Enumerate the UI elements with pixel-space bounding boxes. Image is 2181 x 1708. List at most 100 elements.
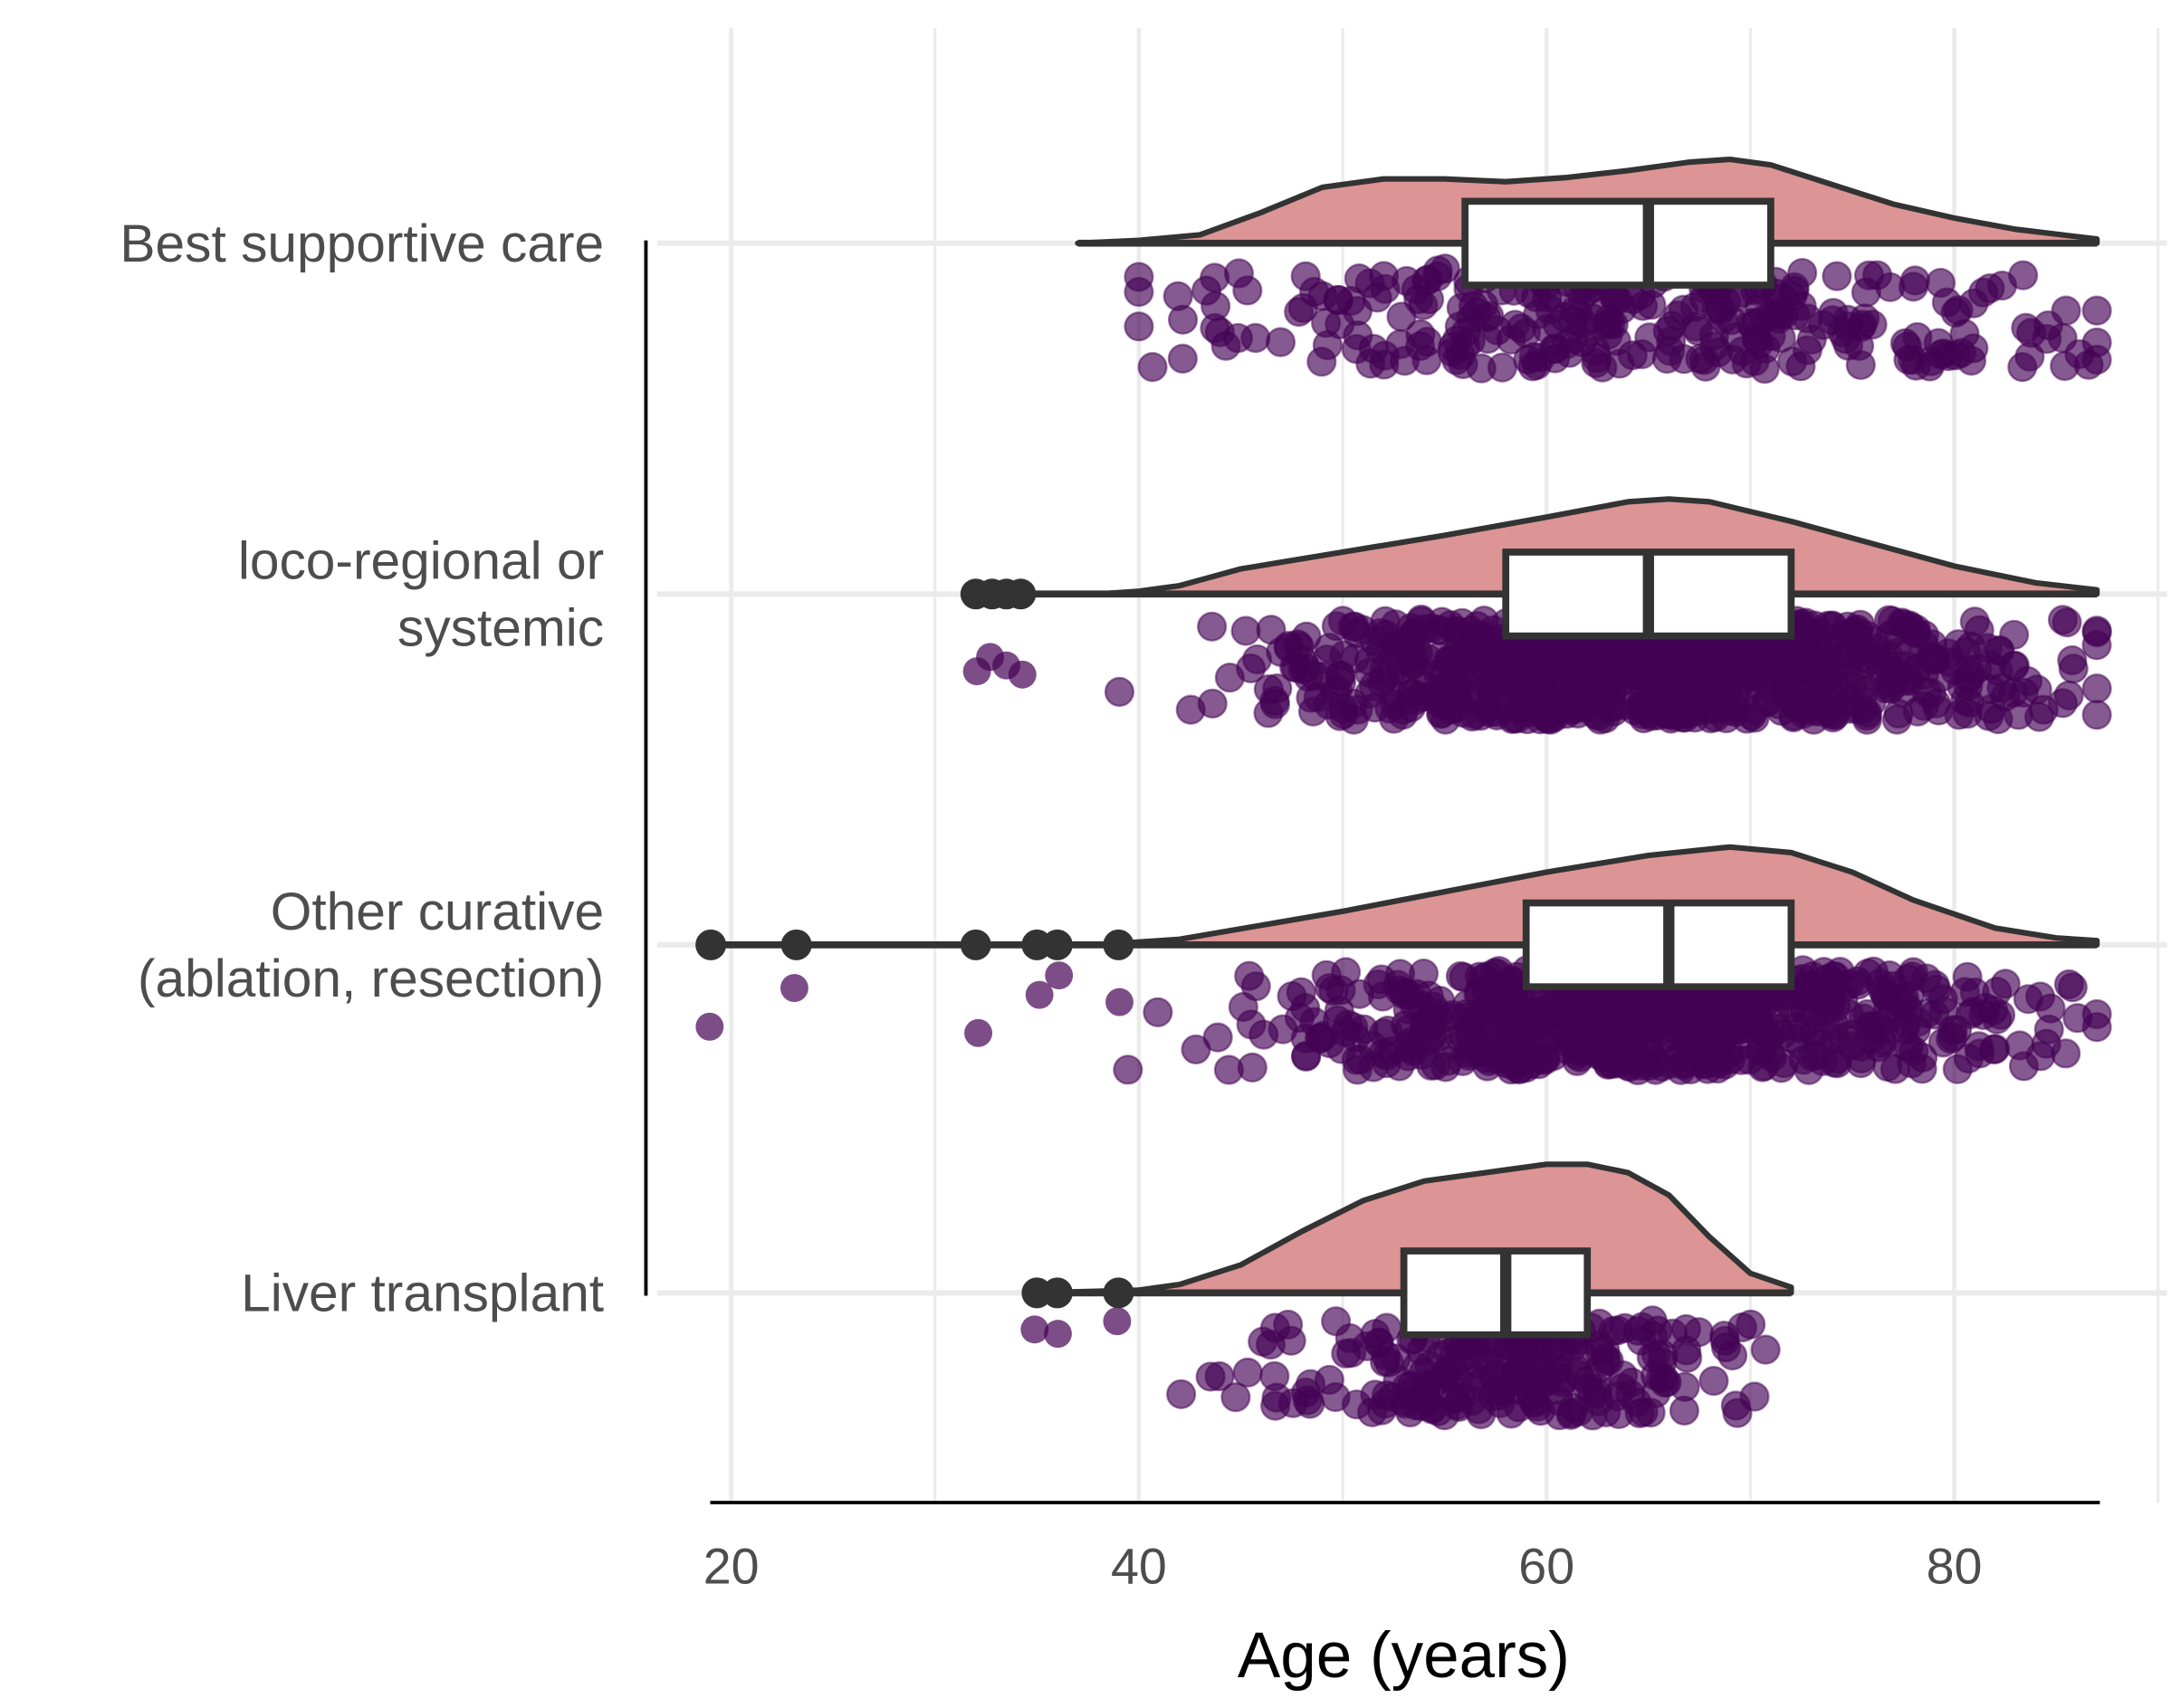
data-point (2064, 339, 2095, 369)
data-point (1124, 311, 1154, 342)
data-point (2057, 644, 2088, 676)
data-point (1455, 326, 1486, 357)
outlier-point (1005, 578, 1037, 610)
data-point (1331, 1338, 1362, 1369)
data-point (1310, 661, 1341, 692)
data-point (1256, 615, 1287, 645)
data-point (1709, 1325, 1740, 1356)
group-label: systemic (397, 598, 604, 657)
data-point (1292, 1385, 1323, 1416)
data-point (1259, 1312, 1291, 1343)
data-point (1784, 691, 1815, 721)
data-point (1223, 258, 1255, 289)
data-point (1539, 333, 1570, 364)
data-point (1471, 663, 1502, 693)
data-point (1025, 980, 1054, 1009)
data-point (1137, 351, 1168, 383)
data-point (1822, 1044, 1852, 1074)
data-point (1632, 1014, 1663, 1045)
x-tick-labels: 20 40 60 80 (703, 1539, 1983, 1595)
data-point (1124, 276, 1154, 308)
data-point (1497, 635, 1529, 666)
data-point (1679, 668, 1710, 699)
data-point (1822, 261, 1852, 291)
data-point (2081, 295, 2112, 326)
outlier-point (780, 929, 812, 960)
data-point (1558, 1393, 1589, 1424)
data-point (2081, 673, 2112, 704)
data-point (1986, 673, 2017, 703)
data-point (1595, 1018, 1627, 1049)
group-label: Liver transplant (241, 1264, 604, 1322)
x-tick-label: 80 (1927, 1539, 1983, 1595)
data-point (1736, 673, 1767, 703)
group (960, 496, 2112, 735)
data-point (1845, 349, 1876, 380)
data-point (1750, 1334, 1781, 1365)
group (1075, 156, 2112, 385)
data-point (1344, 978, 1375, 1009)
x-tick-label: 20 (703, 1539, 760, 1595)
data-point (1314, 633, 1344, 663)
data-point (1327, 606, 1358, 636)
data-point (1562, 1040, 1593, 1071)
data-point (2081, 998, 2112, 1030)
group-label: Other curative (271, 883, 604, 941)
data-point (2081, 615, 2112, 646)
y-tick-labels: Best supportive care loco-regional or syst… (120, 215, 604, 1323)
data-point (1431, 675, 1462, 706)
data-point (1414, 1350, 1445, 1381)
data-point (1832, 619, 1863, 650)
data-point (1458, 291, 1489, 321)
data-point (1466, 1398, 1497, 1430)
data-point (1698, 1365, 1729, 1397)
data-point (1044, 1320, 1072, 1349)
jitter-points (695, 955, 2112, 1086)
outlier-point (1103, 929, 1134, 960)
data-point (1887, 986, 1918, 1016)
outlier-point (1041, 1277, 1073, 1309)
data-point (1459, 1362, 1490, 1393)
data-point (1669, 1371, 1700, 1402)
group-label: (ablation, resection) (138, 949, 604, 1008)
data-point (1606, 660, 1637, 691)
data-point (1944, 700, 1975, 730)
data-point (1610, 690, 1641, 720)
data-point (1510, 318, 1542, 348)
data-point (1240, 971, 1271, 1002)
data-point (1344, 263, 1374, 294)
data-point (1204, 1360, 1235, 1392)
data-point (2008, 260, 2039, 291)
data-point (1340, 643, 1371, 674)
data-point (1321, 1306, 1352, 1337)
data-point (1113, 1054, 1143, 1085)
data-point (1167, 343, 1198, 374)
data-point (1424, 641, 1455, 673)
data-point (1471, 978, 1502, 1008)
data-point (780, 974, 808, 1003)
group-label: loco-regional or (238, 531, 604, 590)
data-point (1891, 663, 1922, 693)
data-point (1455, 1006, 1487, 1036)
data-point (2053, 680, 2084, 711)
data-point (1265, 327, 1296, 358)
data-point (1666, 1054, 1697, 1085)
data-point (1964, 1031, 1994, 1062)
data-point (1103, 1307, 1132, 1336)
data-point (1656, 326, 1687, 357)
data-point (1506, 686, 1536, 717)
data-point (1642, 700, 1673, 731)
data-point (2013, 984, 2043, 1015)
data-point (1290, 992, 1321, 1024)
data-point (1898, 272, 1929, 302)
data-point (1370, 273, 1401, 304)
data-point (1847, 310, 1878, 340)
data-point (1851, 704, 1882, 735)
data-point (1406, 682, 1438, 712)
data-point (2051, 295, 2081, 326)
data-point (1861, 634, 1892, 664)
box (1522, 899, 1795, 991)
data-point (1342, 1054, 1373, 1085)
data-point (1357, 1397, 1388, 1427)
outlier-point (1041, 929, 1073, 960)
